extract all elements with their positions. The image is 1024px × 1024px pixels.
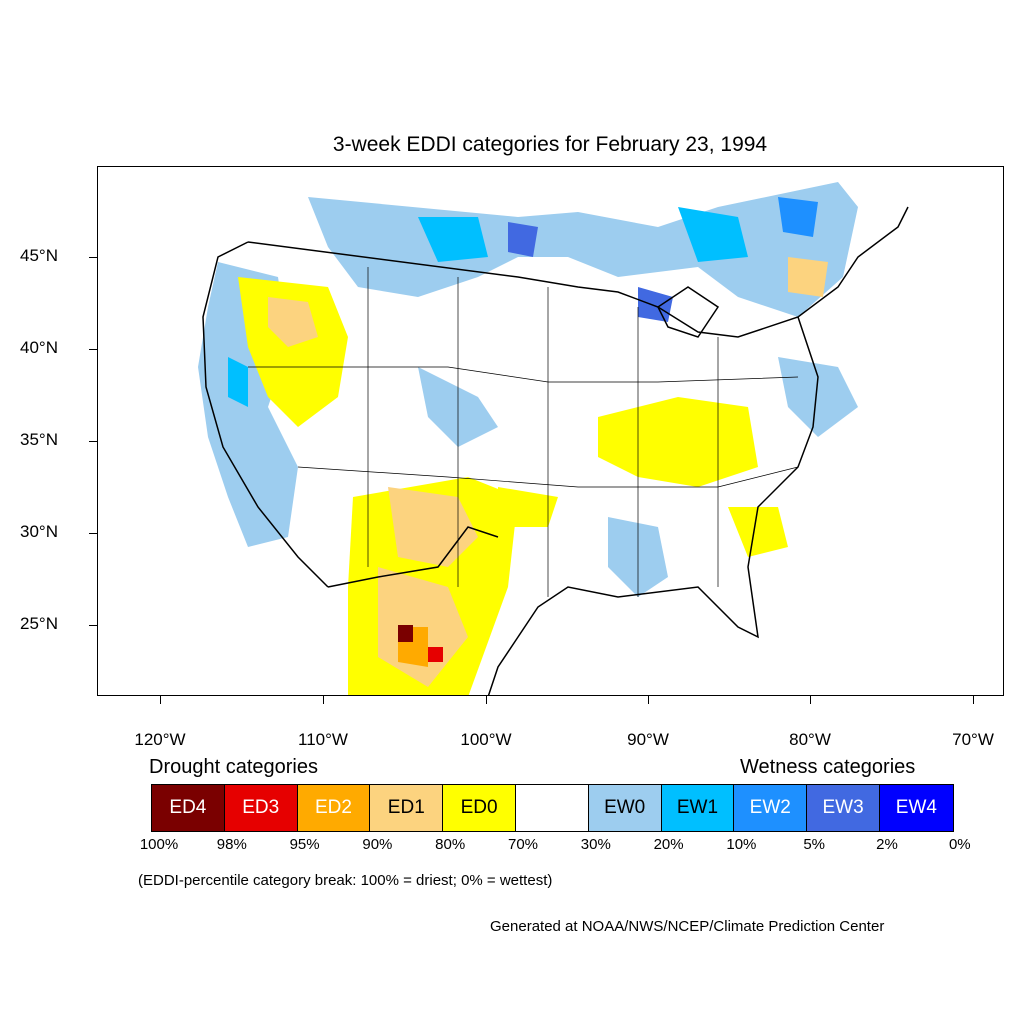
- lon-label-120: 120°W: [134, 730, 186, 749]
- legend-cell-ew4: EW4: [879, 785, 953, 831]
- lon-label-100: 100°W: [460, 730, 512, 749]
- percentile-break-label: 20%: [653, 836, 684, 853]
- lat-label-35: 35°N: [20, 430, 58, 449]
- legend-cell-ew3: EW3: [807, 785, 880, 831]
- lat-tick: [89, 533, 97, 534]
- percentile-break-label: 70%: [507, 836, 539, 853]
- legend-cell-ed0: ED0: [443, 785, 516, 831]
- category-colorbar: ED4 ED3 ED2 ED1 ED0 EW0 EW1 EW2 EW3 EW4: [151, 784, 954, 832]
- lat-label-45: 45°N: [20, 246, 58, 265]
- percentile-break-label: 95%: [289, 836, 320, 853]
- percentile-break-label: 90%: [362, 836, 393, 853]
- map-title: 3-week EDDI categories for February 23, …: [332, 133, 768, 156]
- eddi-map-canvas: [198, 182, 909, 695]
- legend-cell-ew1: EW1: [661, 785, 735, 831]
- lon-tick: [810, 696, 811, 704]
- eddi-map: [97, 166, 1004, 696]
- legend-cell-neutral: [515, 785, 589, 831]
- lon-tick: [973, 696, 974, 704]
- lat-label-25: 25°N: [20, 614, 58, 633]
- wetness-heading: Wetness categories: [740, 756, 916, 778]
- wetness-shading: [198, 182, 858, 597]
- category-note: (EDDI-percentile category break: 100% = …: [138, 872, 553, 889]
- drought-shading: [238, 257, 828, 695]
- percentile-break-label: 10%: [726, 836, 757, 853]
- percentile-break-label: 100%: [139, 836, 179, 853]
- lat-tick: [89, 349, 97, 350]
- legend-cell-ew0: EW0: [588, 785, 662, 831]
- lon-label-80: 80°W: [789, 730, 831, 749]
- percentile-break-label: 80%: [435, 836, 466, 853]
- lon-tick: [323, 696, 324, 704]
- lon-label-110: 110°W: [298, 730, 348, 749]
- legend-cell-ew2: EW2: [734, 785, 808, 831]
- lon-tick: [486, 696, 487, 704]
- drought-heading: Drought categories: [149, 756, 318, 778]
- lon-tick: [648, 696, 649, 704]
- percentile-break-label: 5%: [803, 836, 826, 853]
- state-borders: [248, 267, 799, 597]
- lat-tick: [89, 625, 97, 626]
- legend-cell-ed4: ED4: [152, 785, 225, 831]
- lat-label-30: 30°N: [20, 522, 58, 541]
- lon-tick: [160, 696, 161, 704]
- percentile-break-label: 30%: [580, 836, 611, 853]
- percentile-break-label: 98%: [216, 836, 247, 853]
- lat-label-40: 40°N: [20, 338, 58, 357]
- legend-cell-ed2: ED2: [297, 785, 371, 831]
- legend-cell-ed1: ED1: [370, 785, 444, 831]
- credit-text: Generated at NOAA/NWS/NCEP/Climate Predi…: [490, 918, 885, 935]
- percentile-break-label: 0%: [948, 836, 971, 853]
- lon-label-70: 70°W: [952, 730, 994, 749]
- percentile-break-label: 2%: [876, 836, 898, 853]
- lat-tick: [89, 441, 97, 442]
- lon-label-90: 90°W: [627, 730, 669, 749]
- lat-tick: [89, 257, 97, 258]
- legend-cell-ed3: ED3: [224, 785, 298, 831]
- boundaries: [202, 206, 909, 695]
